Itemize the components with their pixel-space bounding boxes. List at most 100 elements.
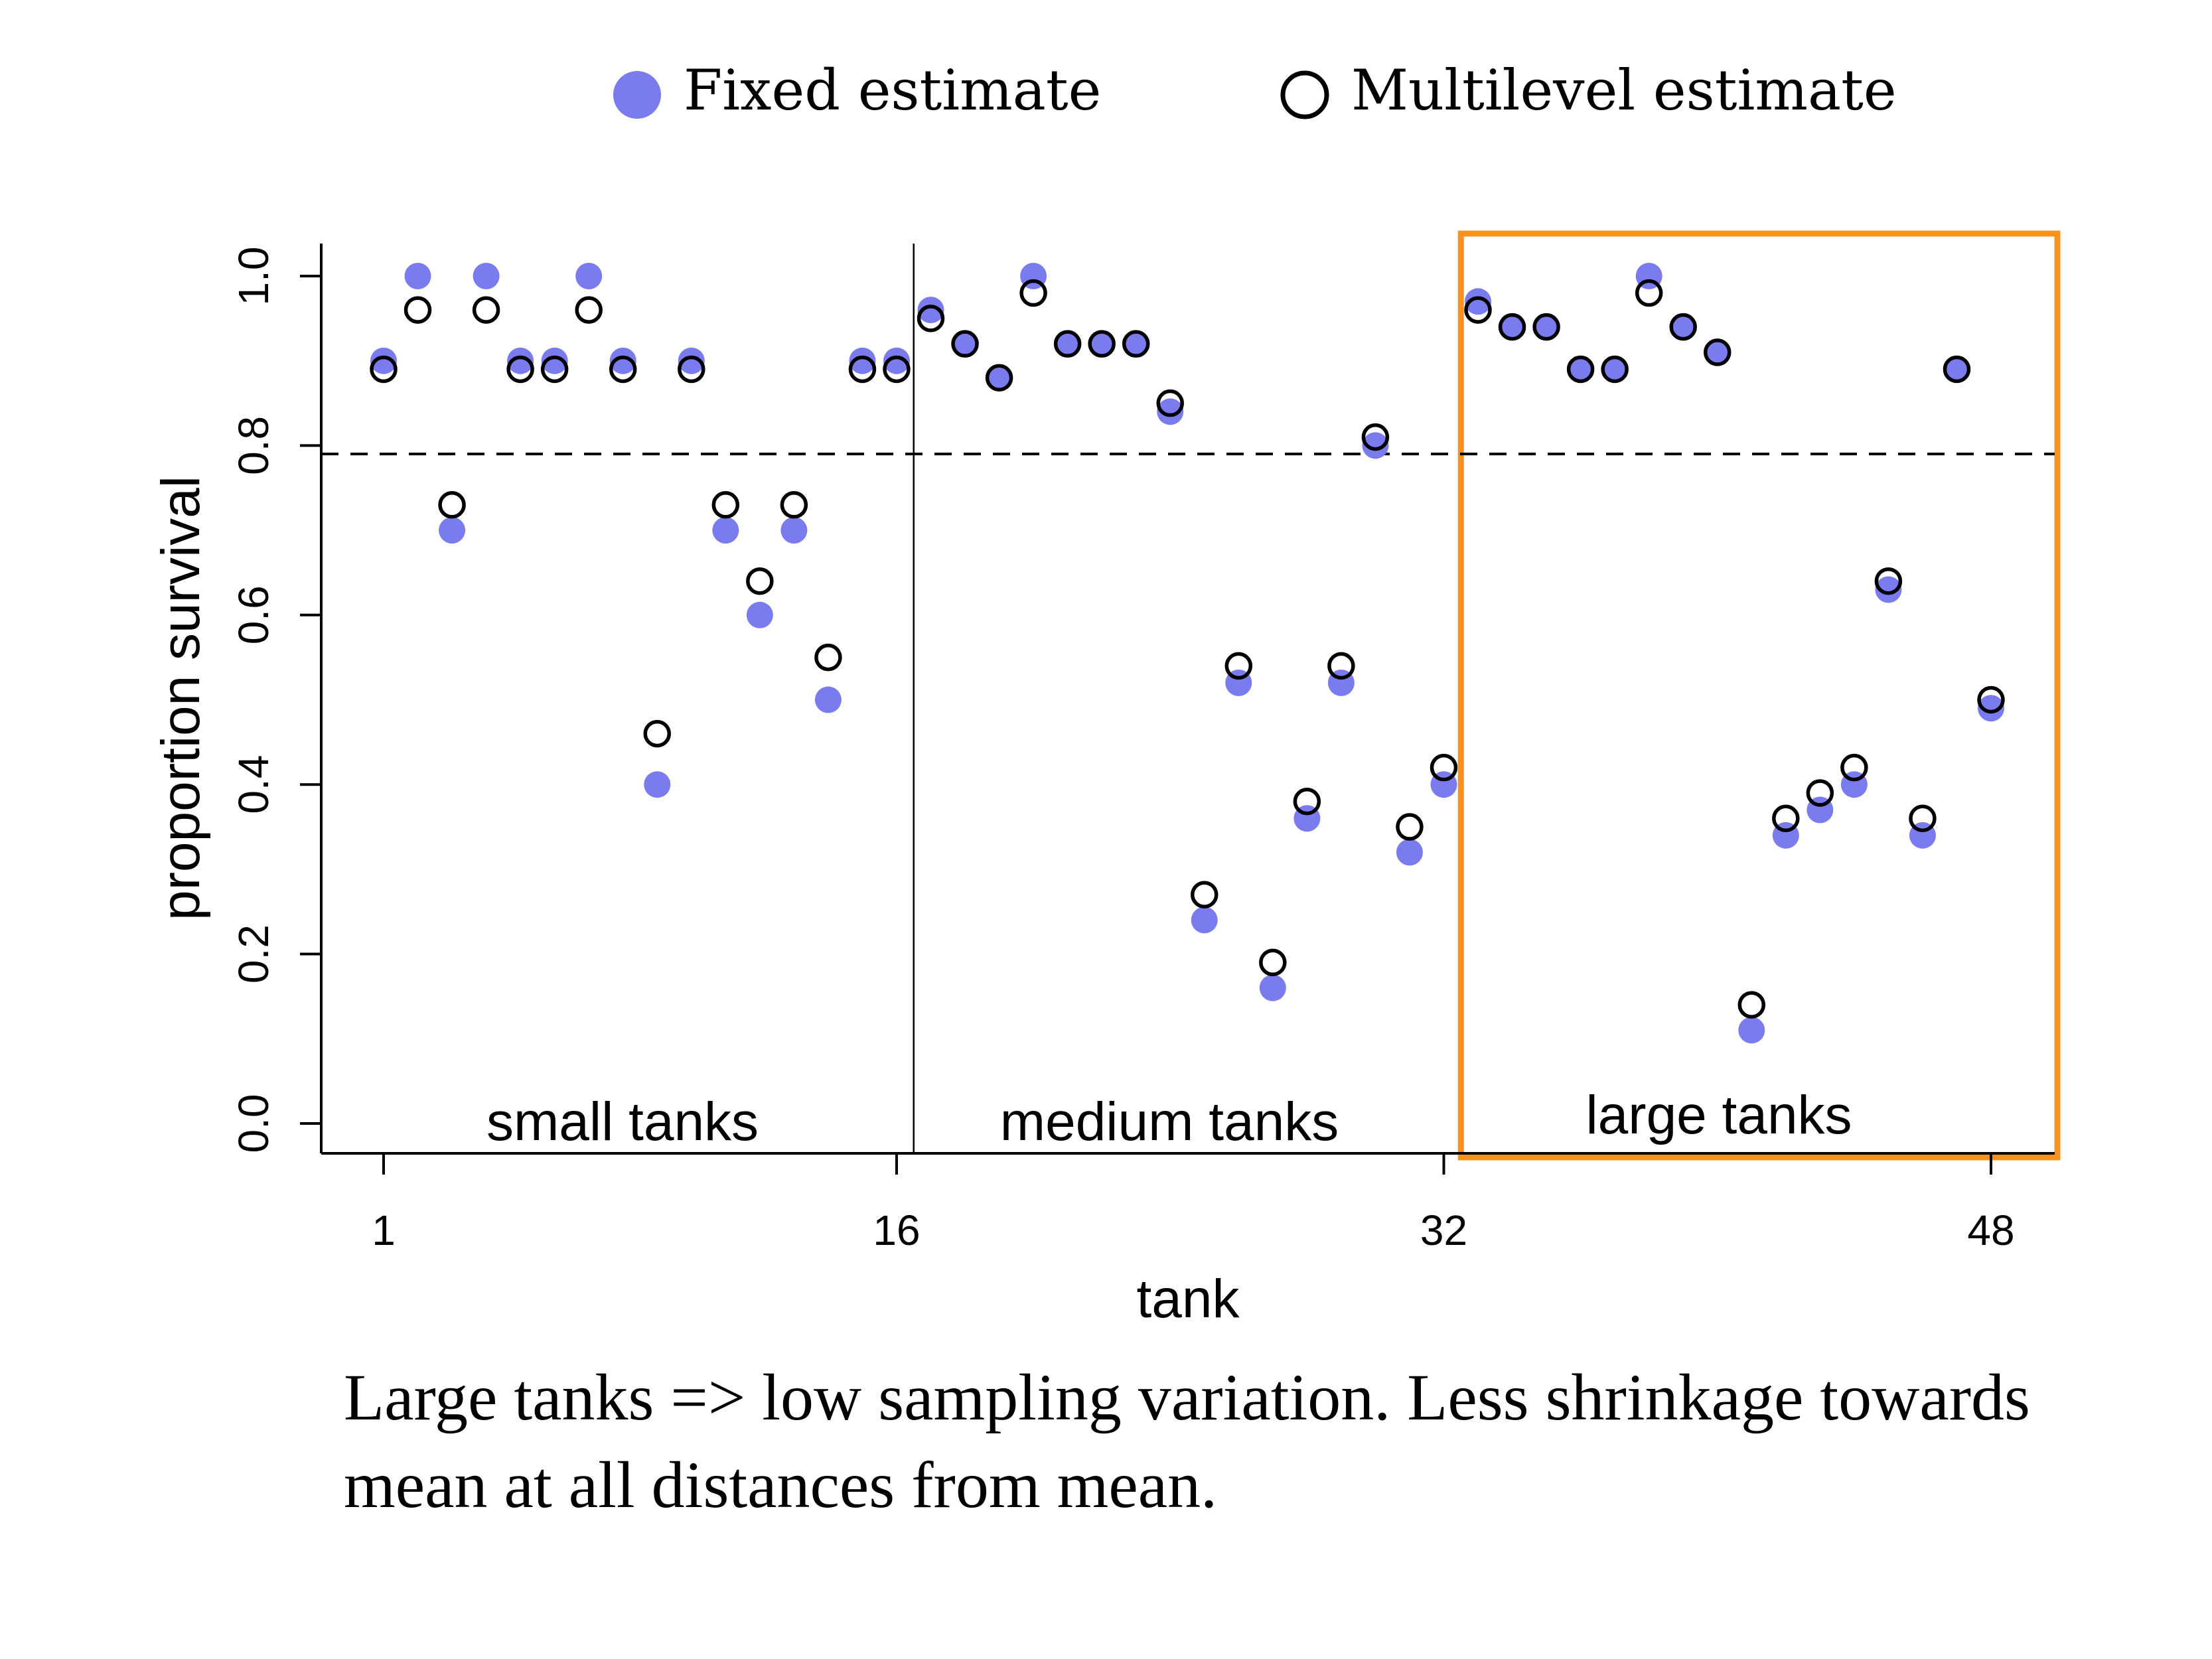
fixed-estimate-point bbox=[1533, 313, 1560, 340]
y-axis-ticks: 0.0 0.2 0.4 0.6 0.8 1.0 bbox=[230, 247, 321, 1153]
multilevel-estimate-point bbox=[1464, 296, 1492, 324]
multilevel-estimate-point bbox=[1566, 355, 1595, 384]
y-tick-label: 0.6 bbox=[230, 585, 277, 644]
legend-fixed-label: Fixed estimate bbox=[684, 58, 1101, 123]
fixed-estimate-point bbox=[1601, 356, 1629, 383]
fixed-estimate-point bbox=[952, 330, 979, 358]
x-tick-label: 32 bbox=[1420, 1206, 1467, 1254]
fixed-estimate-point bbox=[712, 517, 739, 544]
multilevel-estimate-point bbox=[506, 355, 534, 384]
fixed-estimate-point bbox=[1157, 398, 1184, 425]
multilevel-estimate-point bbox=[1498, 313, 1526, 341]
multilevel-estimate-point bbox=[1874, 567, 1903, 595]
y-tick-label: 0.4 bbox=[230, 755, 277, 814]
fixed-estimate-point bbox=[746, 601, 773, 628]
multilevel-estimate-point bbox=[1943, 355, 1971, 384]
multilevel-estimate-point bbox=[643, 719, 672, 748]
y-tick-label: 1.0 bbox=[230, 247, 277, 306]
multilevel-estimate-point bbox=[1088, 330, 1116, 358]
large-tanks-highlight-box bbox=[1457, 230, 2061, 1161]
multilevel-estimate-point bbox=[1977, 685, 2005, 714]
multilevel-estimate-point bbox=[951, 330, 979, 358]
fixed-estimate-point bbox=[370, 347, 397, 374]
fixed-estimate-point bbox=[1088, 330, 1116, 358]
fixed-estimate-point bbox=[1875, 576, 1902, 603]
fixed-estimate-point bbox=[1704, 338, 1731, 366]
fixed-estimate-point bbox=[1122, 330, 1149, 358]
fixed-estimate-point bbox=[1943, 356, 1970, 383]
fixed-estimate-point bbox=[678, 347, 705, 374]
multilevel-estimate-point bbox=[609, 355, 637, 384]
multilevel-estimate-point bbox=[1669, 313, 1697, 341]
axes bbox=[320, 244, 2055, 1155]
fixed-estimate-point bbox=[1362, 432, 1389, 459]
multilevel-estimate-point bbox=[540, 355, 569, 384]
multilevel-estimate-point bbox=[985, 364, 1013, 392]
multilevel-estimate-point bbox=[883, 355, 911, 384]
x-tick-label: 1 bbox=[372, 1206, 396, 1254]
fixed-estimate-point bbox=[575, 263, 603, 289]
multilevel-estimate-point bbox=[1191, 881, 1218, 908]
fixed-estimate-point bbox=[507, 347, 534, 374]
fixed-estimate-point bbox=[1396, 839, 1423, 866]
multilevel-estimate-point bbox=[1909, 804, 1937, 833]
y-tick-label: 0.8 bbox=[230, 416, 277, 475]
fixed-estimate-point bbox=[644, 771, 671, 798]
fixed-estimate-point bbox=[883, 347, 910, 374]
multilevel-estimate-point bbox=[746, 567, 774, 595]
legend: Fixed estimate Multilevel estimate bbox=[613, 58, 1897, 123]
multilevel-estimate-point bbox=[1737, 991, 1766, 1019]
multilevel-estimate-point bbox=[472, 296, 500, 324]
multilevel-estimate-point bbox=[1053, 330, 1082, 358]
multilevel-estimate-point bbox=[1327, 652, 1355, 680]
x-tick-label: 48 bbox=[1967, 1206, 2014, 1254]
fixed-estimate-point bbox=[439, 517, 466, 544]
fixed-estimate-point bbox=[1191, 906, 1218, 934]
multilevel-estimate-point bbox=[404, 296, 432, 324]
x-axis-title: tank bbox=[1137, 1269, 1240, 1329]
y-tick-label: 0.0 bbox=[230, 1094, 277, 1153]
multilevel-estimate-point bbox=[1430, 753, 1458, 782]
x-axis-ticks: 1 16 32 48 bbox=[372, 1153, 2015, 1254]
multilevel-estimate-point bbox=[575, 296, 603, 324]
group-label-large: large tanks bbox=[1585, 1085, 1852, 1145]
fixed-estimate-point bbox=[780, 517, 808, 544]
multilevel-estimate-point bbox=[1259, 948, 1287, 977]
multilevel-estimate-point bbox=[917, 305, 945, 332]
multilevel-estimate-point bbox=[1806, 779, 1834, 807]
multilevel-estimate-point bbox=[678, 355, 705, 384]
multilevel-estimate-point bbox=[1156, 389, 1184, 417]
fixed-estimate-point bbox=[1978, 695, 2004, 722]
fixed-estimate-point bbox=[986, 364, 1013, 392]
multilevel-estimate-point bbox=[1293, 787, 1321, 816]
fixed-estimate-point bbox=[849, 347, 876, 374]
caption-text: Large tanks => low sampling variation. L… bbox=[344, 1360, 2030, 1522]
multilevel-estimate-points bbox=[370, 279, 2005, 1019]
multilevel-estimate-point bbox=[1772, 804, 1800, 833]
multilevel-estimate-point bbox=[370, 355, 398, 384]
fixed-estimate-point bbox=[541, 347, 568, 374]
multilevel-estimate-point bbox=[1019, 279, 1047, 307]
y-axis-title: proportion survival bbox=[151, 476, 211, 920]
fixed-estimate-point bbox=[473, 263, 500, 289]
multilevel-estimate-point bbox=[1532, 313, 1560, 341]
group-label-small: small tanks bbox=[486, 1092, 759, 1152]
legend-multilevel-label: Multilevel estimate bbox=[1351, 58, 1897, 123]
fixed-estimate-point bbox=[1259, 974, 1286, 1001]
multilevel-estimate-point bbox=[1840, 753, 1868, 782]
multilevel-estimate-point bbox=[780, 491, 808, 519]
fixed-estimate-point bbox=[1567, 356, 1594, 383]
fixed-estimate-point bbox=[1465, 288, 1492, 315]
fixed-estimate-point bbox=[1499, 313, 1526, 340]
legend-multilevel-marker bbox=[1280, 70, 1329, 119]
x-tick-label: 16 bbox=[873, 1206, 920, 1254]
fixed-estimate-point bbox=[917, 297, 944, 324]
multilevel-estimate-point bbox=[814, 643, 842, 672]
group-label-medium: medium tanks bbox=[1000, 1092, 1339, 1152]
fixed-estimate-point bbox=[1670, 313, 1697, 340]
fixed-estimate-point bbox=[404, 263, 431, 289]
fixed-estimate-point bbox=[609, 347, 636, 374]
multilevel-estimate-point bbox=[1396, 813, 1424, 841]
multilevel-estimate-point bbox=[848, 355, 877, 384]
